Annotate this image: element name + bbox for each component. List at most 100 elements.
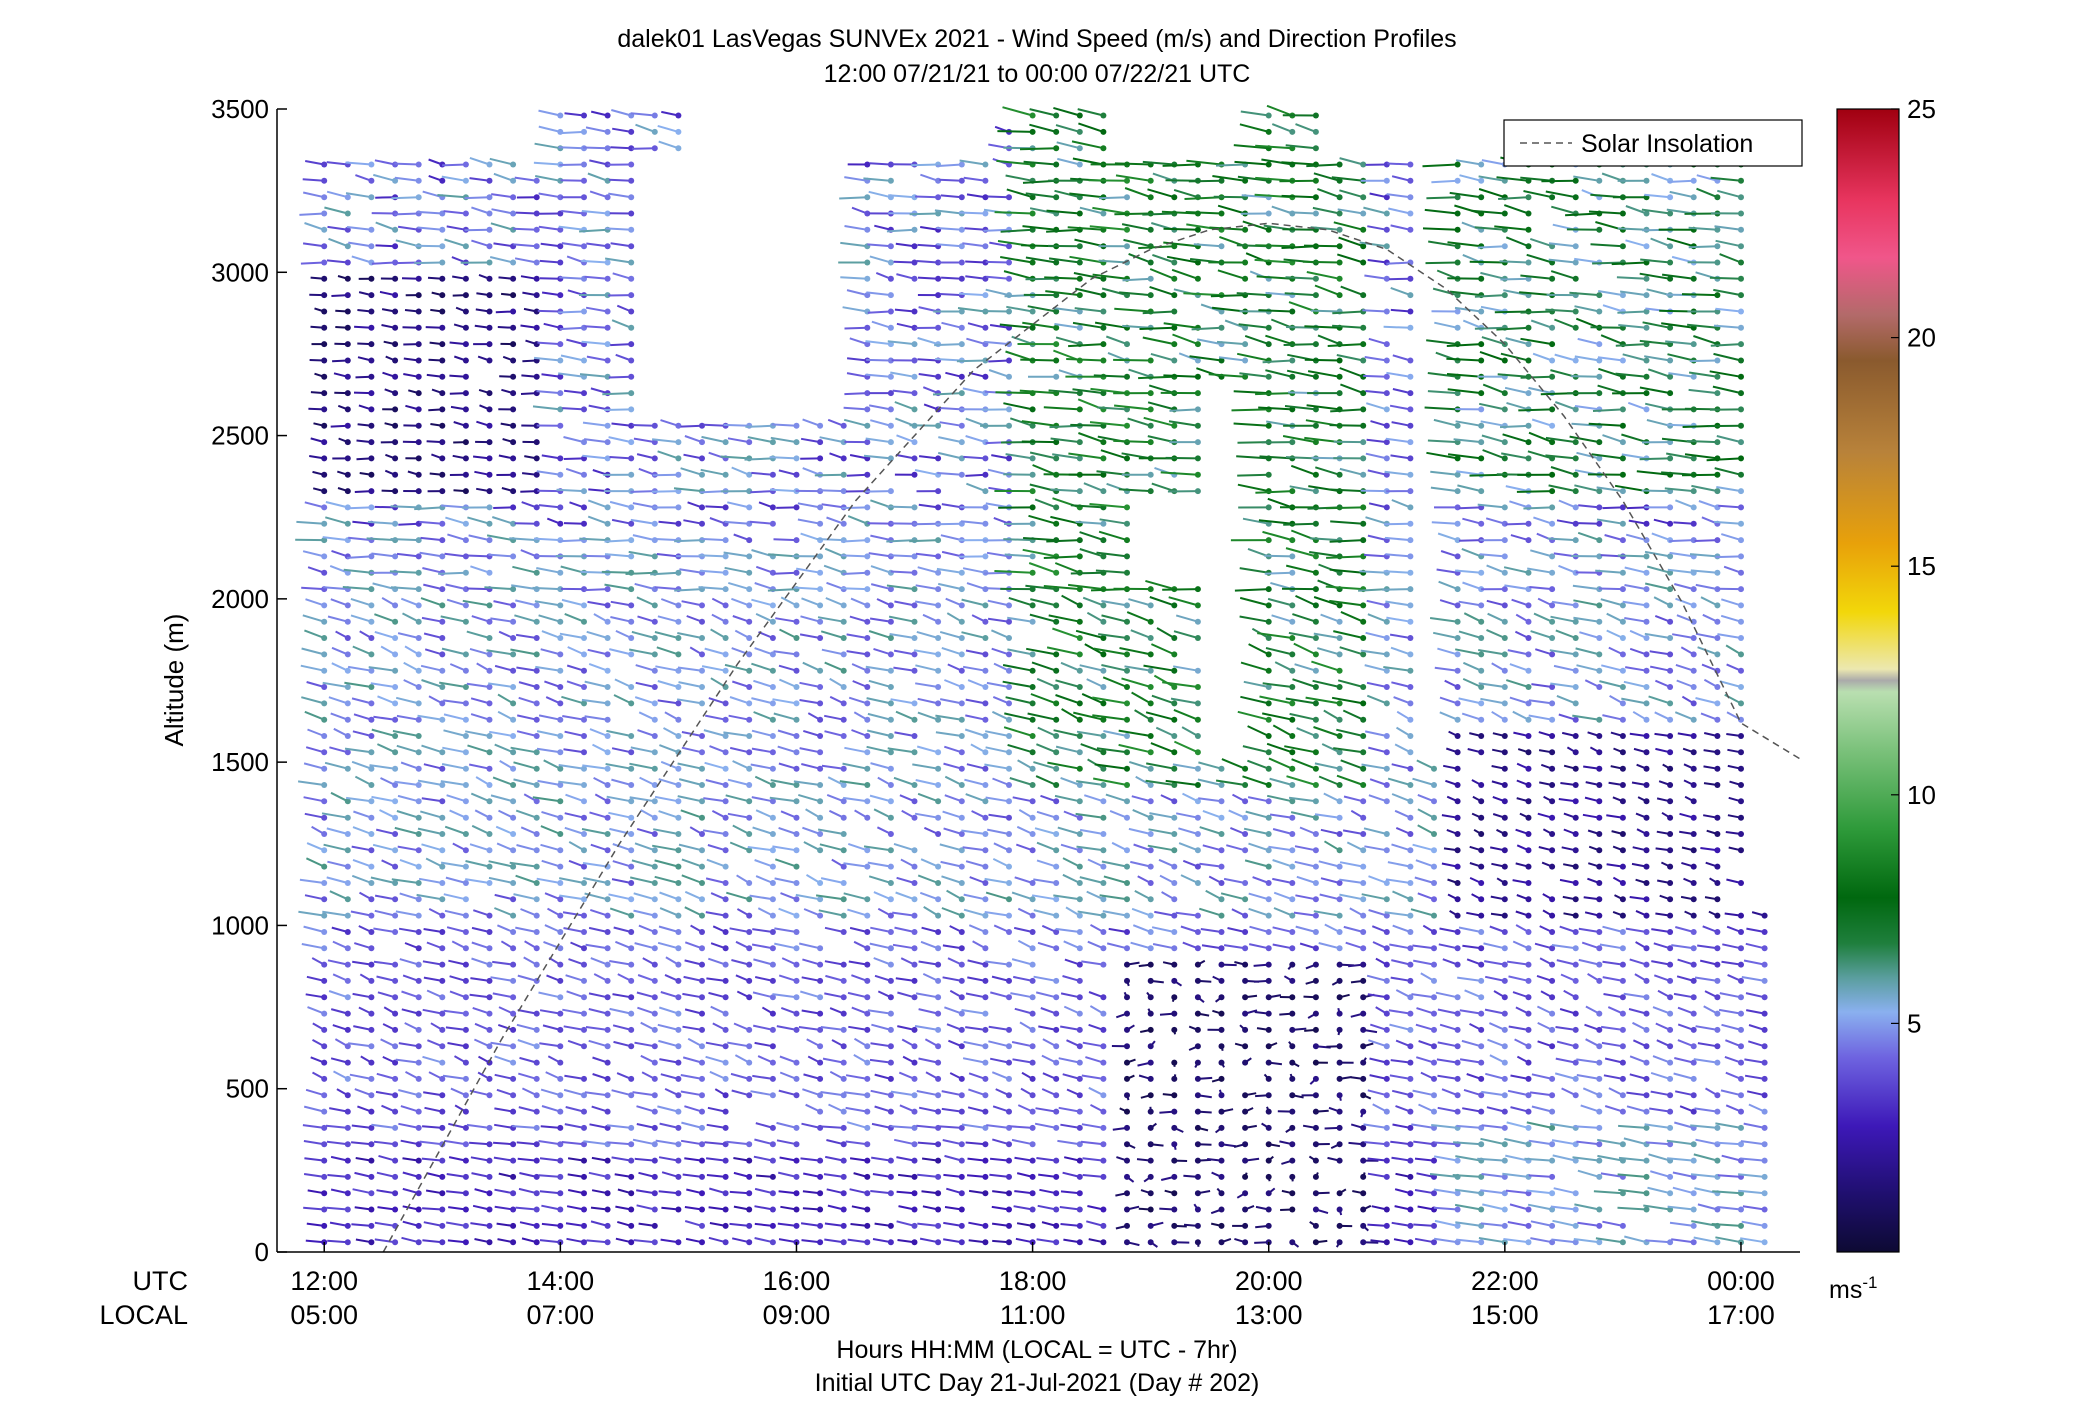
wind-barb-point: [1100, 439, 1107, 446]
wind-barb-line: [302, 178, 325, 182]
wind-barb-point: [581, 929, 587, 935]
wind-barb-point: [769, 1222, 776, 1229]
wind-barb-point: [958, 684, 965, 690]
wind-barb-point: [840, 471, 847, 478]
wind-barb-point: [344, 226, 351, 233]
wind-barb-point: [1265, 1206, 1272, 1213]
wind-barb-point: [557, 1092, 564, 1099]
wind-barb-point: [935, 1157, 942, 1164]
wind-barb-point: [486, 635, 493, 641]
wind-barb-point: [510, 814, 517, 821]
wind-barb-line: [942, 944, 962, 950]
wind-barb-point: [1124, 602, 1130, 609]
wind-barb-line: [918, 1057, 939, 1064]
wind-barb-point: [911, 357, 918, 364]
wind-barb-point: [415, 912, 422, 919]
wind-barb-line: [352, 1188, 372, 1195]
wind-barb-point: [557, 831, 564, 837]
wind-barb-line: [723, 551, 750, 558]
wind-barb-point: [392, 814, 399, 821]
wind-barb-line: [755, 809, 774, 819]
wind-barb-point: [557, 1043, 564, 1050]
wind-barb-line: [843, 1091, 868, 1097]
wind-barb-point: [581, 161, 587, 168]
wind-barb-line: [727, 437, 750, 444]
wind-barb-line: [893, 1138, 915, 1146]
wind-barb-line: [631, 147, 655, 150]
wind-barb-line: [777, 729, 797, 737]
wind-barb-point: [1053, 504, 1060, 511]
wind-barb-point: [817, 880, 824, 886]
wind-barb-point: [840, 798, 847, 805]
wind-barb-point: [1053, 814, 1060, 821]
wind-barb-line: [376, 975, 396, 982]
wind-barb-line: [330, 598, 349, 607]
wind-barb-point: [368, 831, 375, 837]
wind-barb-point: [1147, 1173, 1154, 1180]
wind-barb-point: [840, 814, 847, 821]
wind-barb-point: [510, 863, 517, 870]
wind-barb-line: [611, 778, 632, 786]
wind-barb-point: [557, 1010, 564, 1017]
wind-barb-line: [611, 878, 632, 884]
wind-barb-line: [604, 408, 632, 411]
wind-barb-point: [1006, 308, 1012, 315]
wind-barb-point: [581, 814, 587, 821]
wind-barb-point: [1053, 1092, 1060, 1099]
wind-barb-point: [746, 1059, 753, 1066]
wind-barb-point: [1100, 324, 1107, 331]
wind-barb-point: [911, 259, 918, 266]
wind-barb-point: [1265, 1222, 1272, 1229]
wind-barb-line: [470, 1222, 490, 1227]
wind-barb-point: [557, 406, 564, 413]
wind-barb-line: [345, 161, 372, 166]
wind-barb-point: [864, 422, 871, 429]
wind-barb-line: [674, 588, 703, 592]
wind-barb-point: [604, 1222, 611, 1229]
wind-barb-point: [817, 439, 824, 446]
wind-barb-line: [849, 1188, 868, 1195]
wind-barb-point: [958, 977, 965, 984]
wind-barb-point: [911, 1239, 918, 1246]
wind-barb-line: [867, 310, 891, 314]
wind-barb-point: [817, 912, 824, 919]
wind-barb-point: [982, 210, 989, 217]
wind-barb-point: [368, 586, 375, 593]
wind-barb-line: [843, 862, 868, 868]
wind-barb-point: [911, 406, 918, 413]
wind-barb-point: [1171, 1173, 1178, 1180]
wind-barb-point: [1124, 667, 1130, 674]
wind-barb-point: [321, 194, 328, 201]
wind-barb-point: [628, 1239, 635, 1246]
wind-barb-point: [1100, 520, 1107, 527]
wind-barb-line: [894, 926, 915, 933]
wind-barb-line: [536, 470, 561, 476]
wind-barb-line: [464, 196, 490, 200]
wind-barb-point: [911, 929, 918, 935]
wind-barb-point: [1124, 569, 1130, 576]
wind-barb-point: [321, 324, 328, 331]
wind-barb-point: [321, 1141, 328, 1148]
wind-barb-line: [683, 453, 703, 460]
wind-barb-point: [699, 880, 705, 886]
wind-barb-point: [722, 896, 729, 903]
wind-barb-point: [510, 798, 517, 805]
wind-barb-line: [705, 1055, 726, 1064]
wind-barb-line: [846, 650, 868, 656]
wind-barb-point: [1006, 602, 1012, 609]
wind-barb-line: [325, 516, 349, 525]
wind-barb-point: [746, 1157, 753, 1164]
wind-barb-point: [746, 488, 753, 495]
wind-barb-line: [304, 710, 325, 721]
wind-barb-point: [628, 1026, 635, 1033]
wind-barb-line: [303, 1173, 325, 1178]
wind-barb-point: [368, 1075, 375, 1082]
wind-barb-point: [1265, 929, 1272, 935]
wind-barb-point: [1029, 471, 1036, 478]
wind-barb-line: [657, 450, 679, 460]
wind-barb-point: [344, 243, 351, 250]
wind-barb-line: [658, 925, 679, 933]
wind-barb-point: [1171, 749, 1178, 756]
wind-barb-point: [510, 667, 517, 674]
wind-barb-point: [817, 961, 824, 968]
